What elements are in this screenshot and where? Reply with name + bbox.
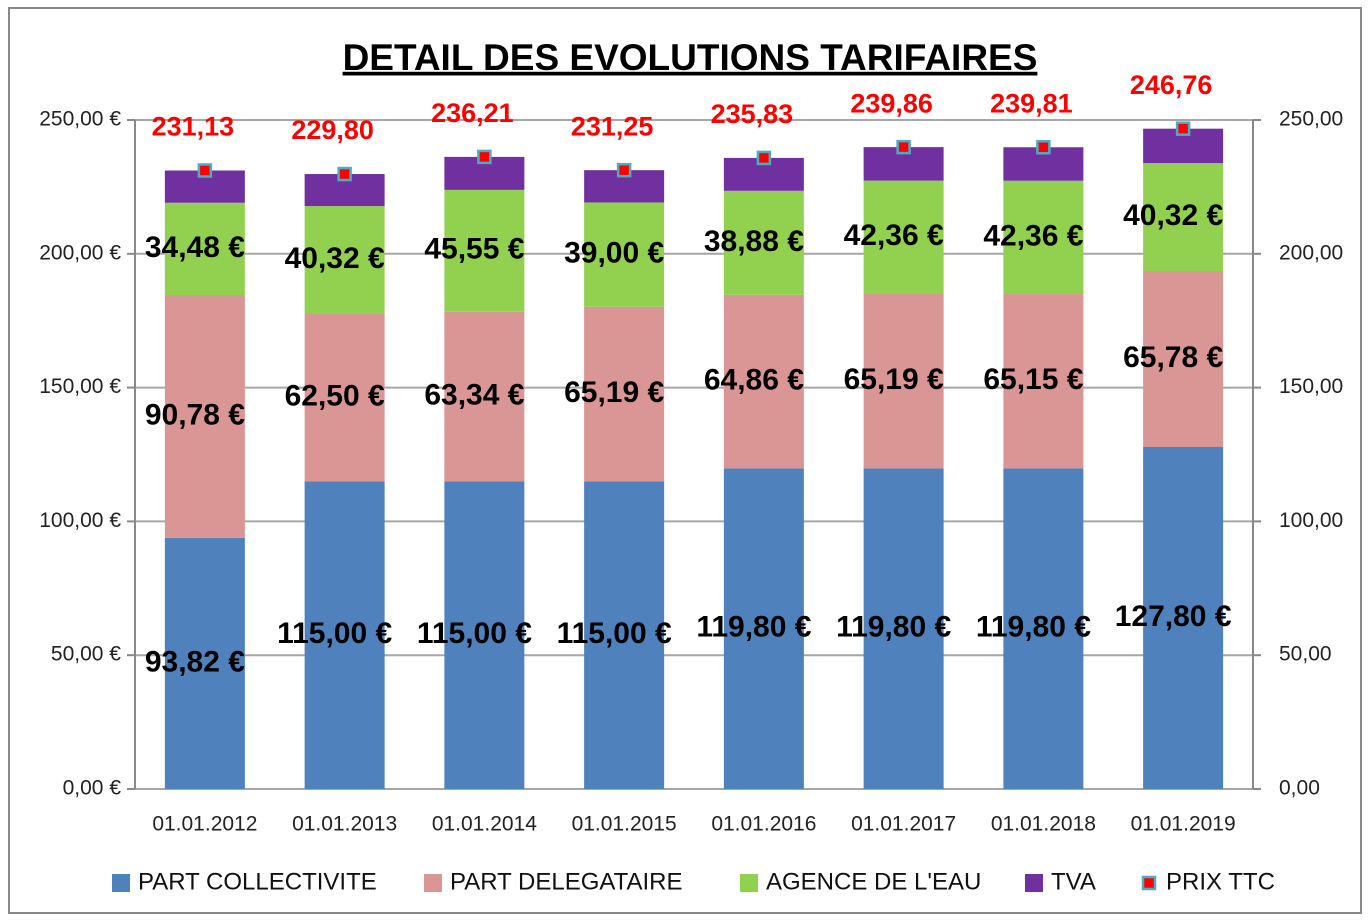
data-label: 119,80 € bbox=[696, 611, 811, 644]
x-tick-label: 01.01.2014 bbox=[432, 813, 537, 836]
y-tick-label: 150,00 € bbox=[39, 375, 121, 398]
bar-segment bbox=[1143, 447, 1224, 789]
price-label: 231,13 bbox=[152, 112, 235, 142]
data-label: 93,82 € bbox=[145, 645, 245, 678]
bar-segment bbox=[584, 481, 665, 789]
x-tick-label: 01.01.2019 bbox=[1131, 813, 1236, 836]
bar-segment bbox=[584, 202, 665, 307]
y2-tick-label: 250,00 bbox=[1279, 108, 1343, 131]
x-tick-label: 01.01.2012 bbox=[152, 813, 257, 836]
price-marker bbox=[896, 139, 911, 155]
legend-label: PART COLLECTIVITE bbox=[138, 868, 377, 895]
y-tick-label: 250,00 € bbox=[39, 108, 121, 131]
y2-tick-label: 50,00 bbox=[1279, 643, 1332, 666]
data-label: 40,32 € bbox=[1123, 199, 1223, 232]
legend-swatch bbox=[1025, 874, 1043, 892]
data-label: 40,32 € bbox=[285, 242, 385, 275]
data-label: 65,19 € bbox=[564, 376, 664, 409]
data-label: 115,00 € bbox=[417, 617, 532, 650]
bar-segment bbox=[863, 293, 944, 469]
y-tick-label: 200,00 € bbox=[39, 241, 121, 264]
y2-tick-label: 100,00 bbox=[1279, 509, 1343, 532]
data-label: 42,36 € bbox=[983, 219, 1083, 252]
bar-segment bbox=[723, 190, 804, 295]
y-tick-label: 100,00 € bbox=[39, 509, 121, 532]
data-label: 65,19 € bbox=[844, 363, 944, 396]
bar-segment bbox=[1003, 294, 1084, 469]
price-label: 229,80 bbox=[291, 115, 374, 145]
data-label: 45,55 € bbox=[424, 233, 524, 266]
chart-title: DETAIL DES EVOLUTIONS TARIFAIRES bbox=[343, 37, 1038, 78]
data-label: 64,86 € bbox=[704, 364, 804, 397]
bar-segment bbox=[444, 189, 525, 312]
bar-segment bbox=[1003, 468, 1084, 789]
price-marker bbox=[1036, 140, 1051, 155]
data-label: 65,78 € bbox=[1123, 341, 1223, 374]
data-label: 90,78 € bbox=[145, 398, 245, 431]
data-label: 115,00 € bbox=[557, 617, 672, 650]
bar-segment bbox=[584, 306, 665, 482]
legend-label: PART DELEGATAIRE bbox=[450, 868, 683, 895]
data-label: 62,50 € bbox=[285, 380, 385, 413]
price-marker bbox=[756, 150, 772, 166]
price-label: 246,76 bbox=[1130, 70, 1213, 100]
bar-segment bbox=[723, 468, 804, 789]
bar-segment bbox=[164, 202, 245, 296]
bar-segment bbox=[1003, 180, 1084, 295]
bar-segment bbox=[304, 481, 385, 789]
legend-swatch bbox=[740, 874, 758, 892]
price-label: 235,83 bbox=[711, 99, 794, 129]
data-label: 65,15 € bbox=[983, 363, 1083, 396]
x-tick-label: 01.01.2018 bbox=[991, 813, 1096, 836]
legend-label: TVA bbox=[1051, 868, 1096, 895]
x-tick-label: 01.01.2013 bbox=[292, 813, 397, 836]
legend-swatch bbox=[112, 874, 130, 892]
bar-segment bbox=[1143, 163, 1224, 271]
bar-segment bbox=[723, 294, 804, 469]
y2-tick-label: 150,00 bbox=[1279, 375, 1343, 398]
bar-segment bbox=[444, 481, 525, 789]
bar-segment bbox=[863, 180, 944, 294]
price-label: 239,86 bbox=[850, 88, 933, 118]
data-label: 63,34 € bbox=[424, 378, 524, 411]
bar-segment bbox=[1143, 270, 1224, 448]
data-label: 38,88 € bbox=[704, 225, 804, 258]
y-tick-label: 0,00 € bbox=[63, 777, 122, 800]
price-label: 231,25 bbox=[571, 111, 654, 141]
price-marker bbox=[337, 166, 352, 182]
legend-swatch bbox=[1141, 875, 1157, 891]
price-marker bbox=[197, 163, 213, 178]
bar-segment bbox=[304, 206, 385, 315]
data-label: 119,80 € bbox=[976, 611, 1091, 644]
legend-label: AGENCE DE L'EAU bbox=[766, 868, 981, 895]
price-label: 236,21 bbox=[431, 98, 514, 128]
price-marker bbox=[477, 149, 492, 165]
x-tick-label: 01.01.2017 bbox=[851, 813, 956, 836]
data-label: 42,36 € bbox=[844, 219, 944, 252]
y-tick-label: 50,00 € bbox=[51, 643, 121, 666]
y2-tick-label: 200,00 bbox=[1279, 241, 1343, 264]
y2-tick-label: 0,00 bbox=[1279, 777, 1320, 800]
price-label: 239,81 bbox=[990, 88, 1073, 118]
x-tick-label: 01.01.2015 bbox=[572, 813, 677, 836]
bar-segment bbox=[863, 468, 944, 789]
price-marker bbox=[1175, 121, 1191, 136]
price-marker bbox=[616, 162, 632, 178]
legend-swatch bbox=[424, 874, 442, 892]
legend-label: PRIX TTC bbox=[1166, 868, 1275, 895]
bar-segment bbox=[444, 311, 525, 482]
bar-segment bbox=[164, 537, 245, 789]
x-tick-label: 01.01.2016 bbox=[711, 813, 816, 836]
data-label: 127,80 € bbox=[1115, 600, 1232, 633]
bar-segment bbox=[164, 295, 245, 538]
data-label: 39,00 € bbox=[564, 237, 664, 270]
data-label: 119,80 € bbox=[836, 611, 951, 644]
bar-segment bbox=[304, 314, 385, 482]
data-label: 115,00 € bbox=[277, 617, 392, 650]
data-label: 34,48 € bbox=[145, 231, 245, 264]
